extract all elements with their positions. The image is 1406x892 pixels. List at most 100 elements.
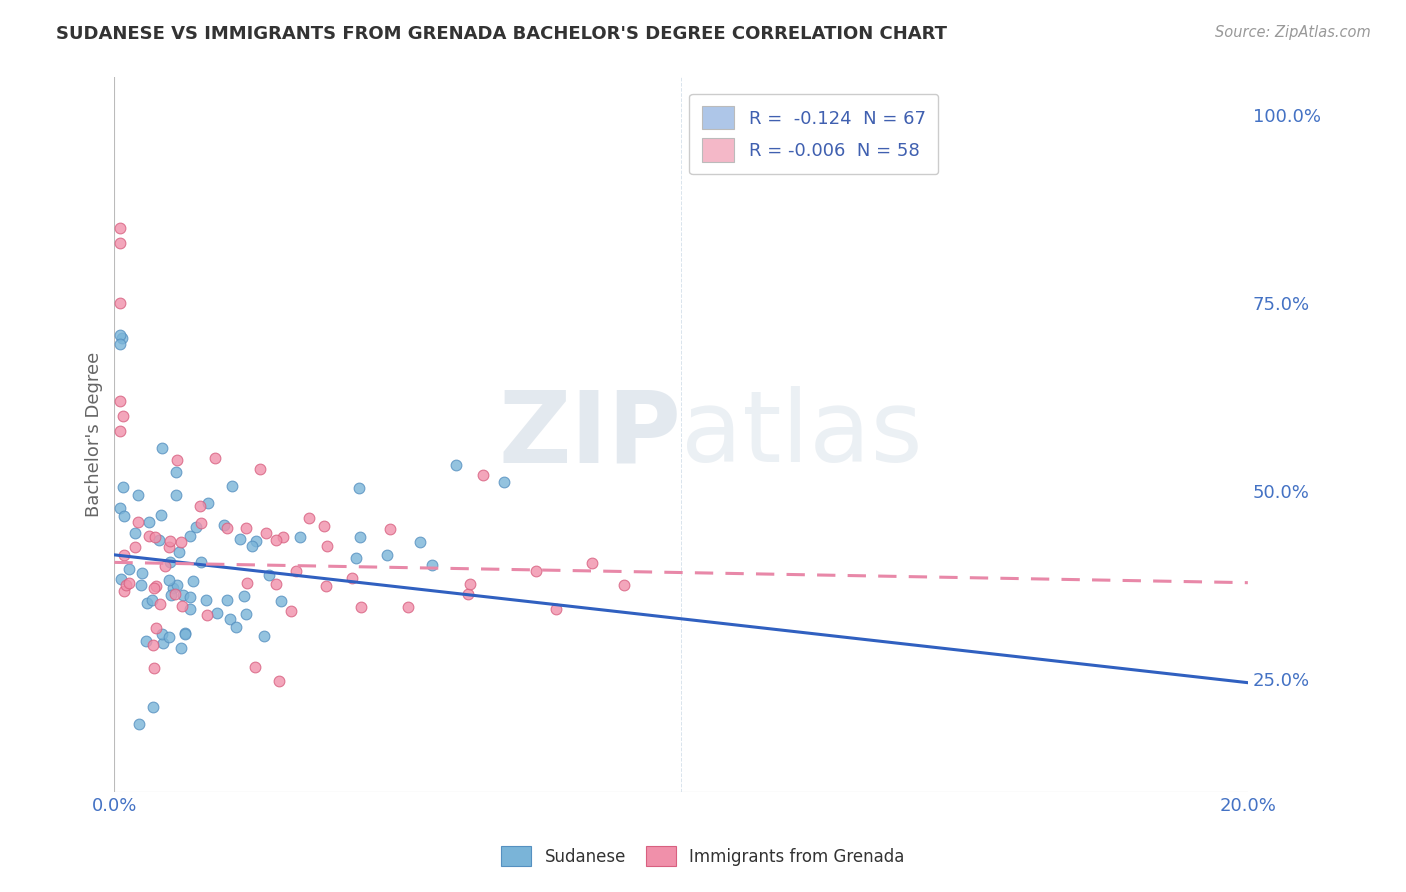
Point [159, 555, 181, 569]
Point [204, 450, 226, 465]
Point [162, 581, 184, 595]
Point [108, 424, 131, 438]
Point [112, 548, 135, 562]
Point [169, 640, 191, 655]
Point [492, 475, 515, 490]
Point [264, 576, 287, 591]
Point [111, 480, 134, 494]
Point [377, 548, 399, 562]
Point [108, 393, 131, 408]
Point [225, 619, 247, 633]
Point [143, 581, 166, 595]
Point [118, 576, 141, 591]
Point [150, 441, 173, 455]
Point [229, 532, 252, 546]
Point [544, 601, 567, 615]
Point [179, 602, 201, 616]
Point [108, 235, 131, 250]
Point [143, 661, 166, 675]
Point [188, 499, 211, 513]
Point [108, 328, 131, 343]
Text: atlas: atlas [681, 386, 922, 483]
Point [179, 529, 201, 543]
Point [111, 331, 134, 345]
Point [169, 535, 191, 549]
Point [172, 588, 194, 602]
Point [235, 607, 257, 621]
Point [458, 577, 481, 591]
Point [314, 519, 336, 533]
Point [167, 545, 190, 559]
Point [298, 511, 321, 525]
Point [350, 599, 373, 614]
Point [270, 594, 292, 608]
Point [111, 409, 134, 423]
Point [253, 629, 276, 643]
Point [166, 452, 188, 467]
Point [150, 627, 173, 641]
Point [153, 558, 176, 573]
Point [271, 530, 294, 544]
Legend: R =  -0.124  N = 67, R = -0.006  N = 58: R = -0.124 N = 67, R = -0.006 N = 58 [689, 94, 938, 174]
Point [128, 717, 150, 731]
Point [195, 607, 218, 622]
Text: ZIP: ZIP [498, 386, 681, 483]
Point [174, 627, 197, 641]
Point [344, 550, 367, 565]
Point [127, 488, 149, 502]
Text: SUDANESE VS IMMIGRANTS FROM GRENADA BACHELOR'S DEGREE CORRELATION CHART: SUDANESE VS IMMIGRANTS FROM GRENADA BACH… [56, 25, 948, 43]
Point [112, 583, 135, 598]
Point [236, 576, 259, 591]
Point [221, 479, 243, 493]
Point [340, 571, 363, 585]
Point [240, 539, 263, 553]
Point [184, 520, 207, 534]
Point [112, 508, 135, 523]
Point [138, 529, 160, 543]
Point [159, 534, 181, 549]
Point [446, 458, 468, 473]
Point [160, 588, 183, 602]
Point [135, 633, 157, 648]
Point [174, 625, 197, 640]
Point [195, 593, 218, 607]
Point [396, 599, 419, 614]
Point [257, 568, 280, 582]
Point [157, 540, 180, 554]
Point [280, 604, 302, 618]
Point [349, 530, 371, 544]
Point [215, 521, 238, 535]
Point [245, 660, 267, 674]
Point [249, 462, 271, 476]
Point [127, 515, 149, 529]
Point [108, 336, 131, 351]
Point [315, 579, 337, 593]
Point [190, 555, 212, 569]
Point [165, 465, 187, 479]
Point [267, 674, 290, 689]
Point [142, 638, 165, 652]
Point [613, 578, 636, 592]
Point [114, 578, 136, 592]
Point [235, 521, 257, 535]
Point [347, 481, 370, 495]
Point [409, 534, 432, 549]
Point [179, 590, 201, 604]
Legend: Sudanese, Immigrants from Grenada: Sudanese, Immigrants from Grenada [495, 839, 911, 873]
Point [217, 593, 239, 607]
Point [152, 636, 174, 650]
Point [131, 566, 153, 580]
Point [245, 534, 267, 549]
Point [457, 587, 479, 601]
Point [157, 630, 180, 644]
Point [264, 533, 287, 547]
Point [378, 523, 401, 537]
Point [288, 530, 311, 544]
Point [472, 468, 495, 483]
Point [190, 516, 212, 530]
Point [108, 220, 131, 235]
Point [581, 556, 603, 570]
Point [136, 596, 159, 610]
Point [284, 564, 307, 578]
Y-axis label: Bachelor's Degree: Bachelor's Degree [86, 352, 103, 517]
